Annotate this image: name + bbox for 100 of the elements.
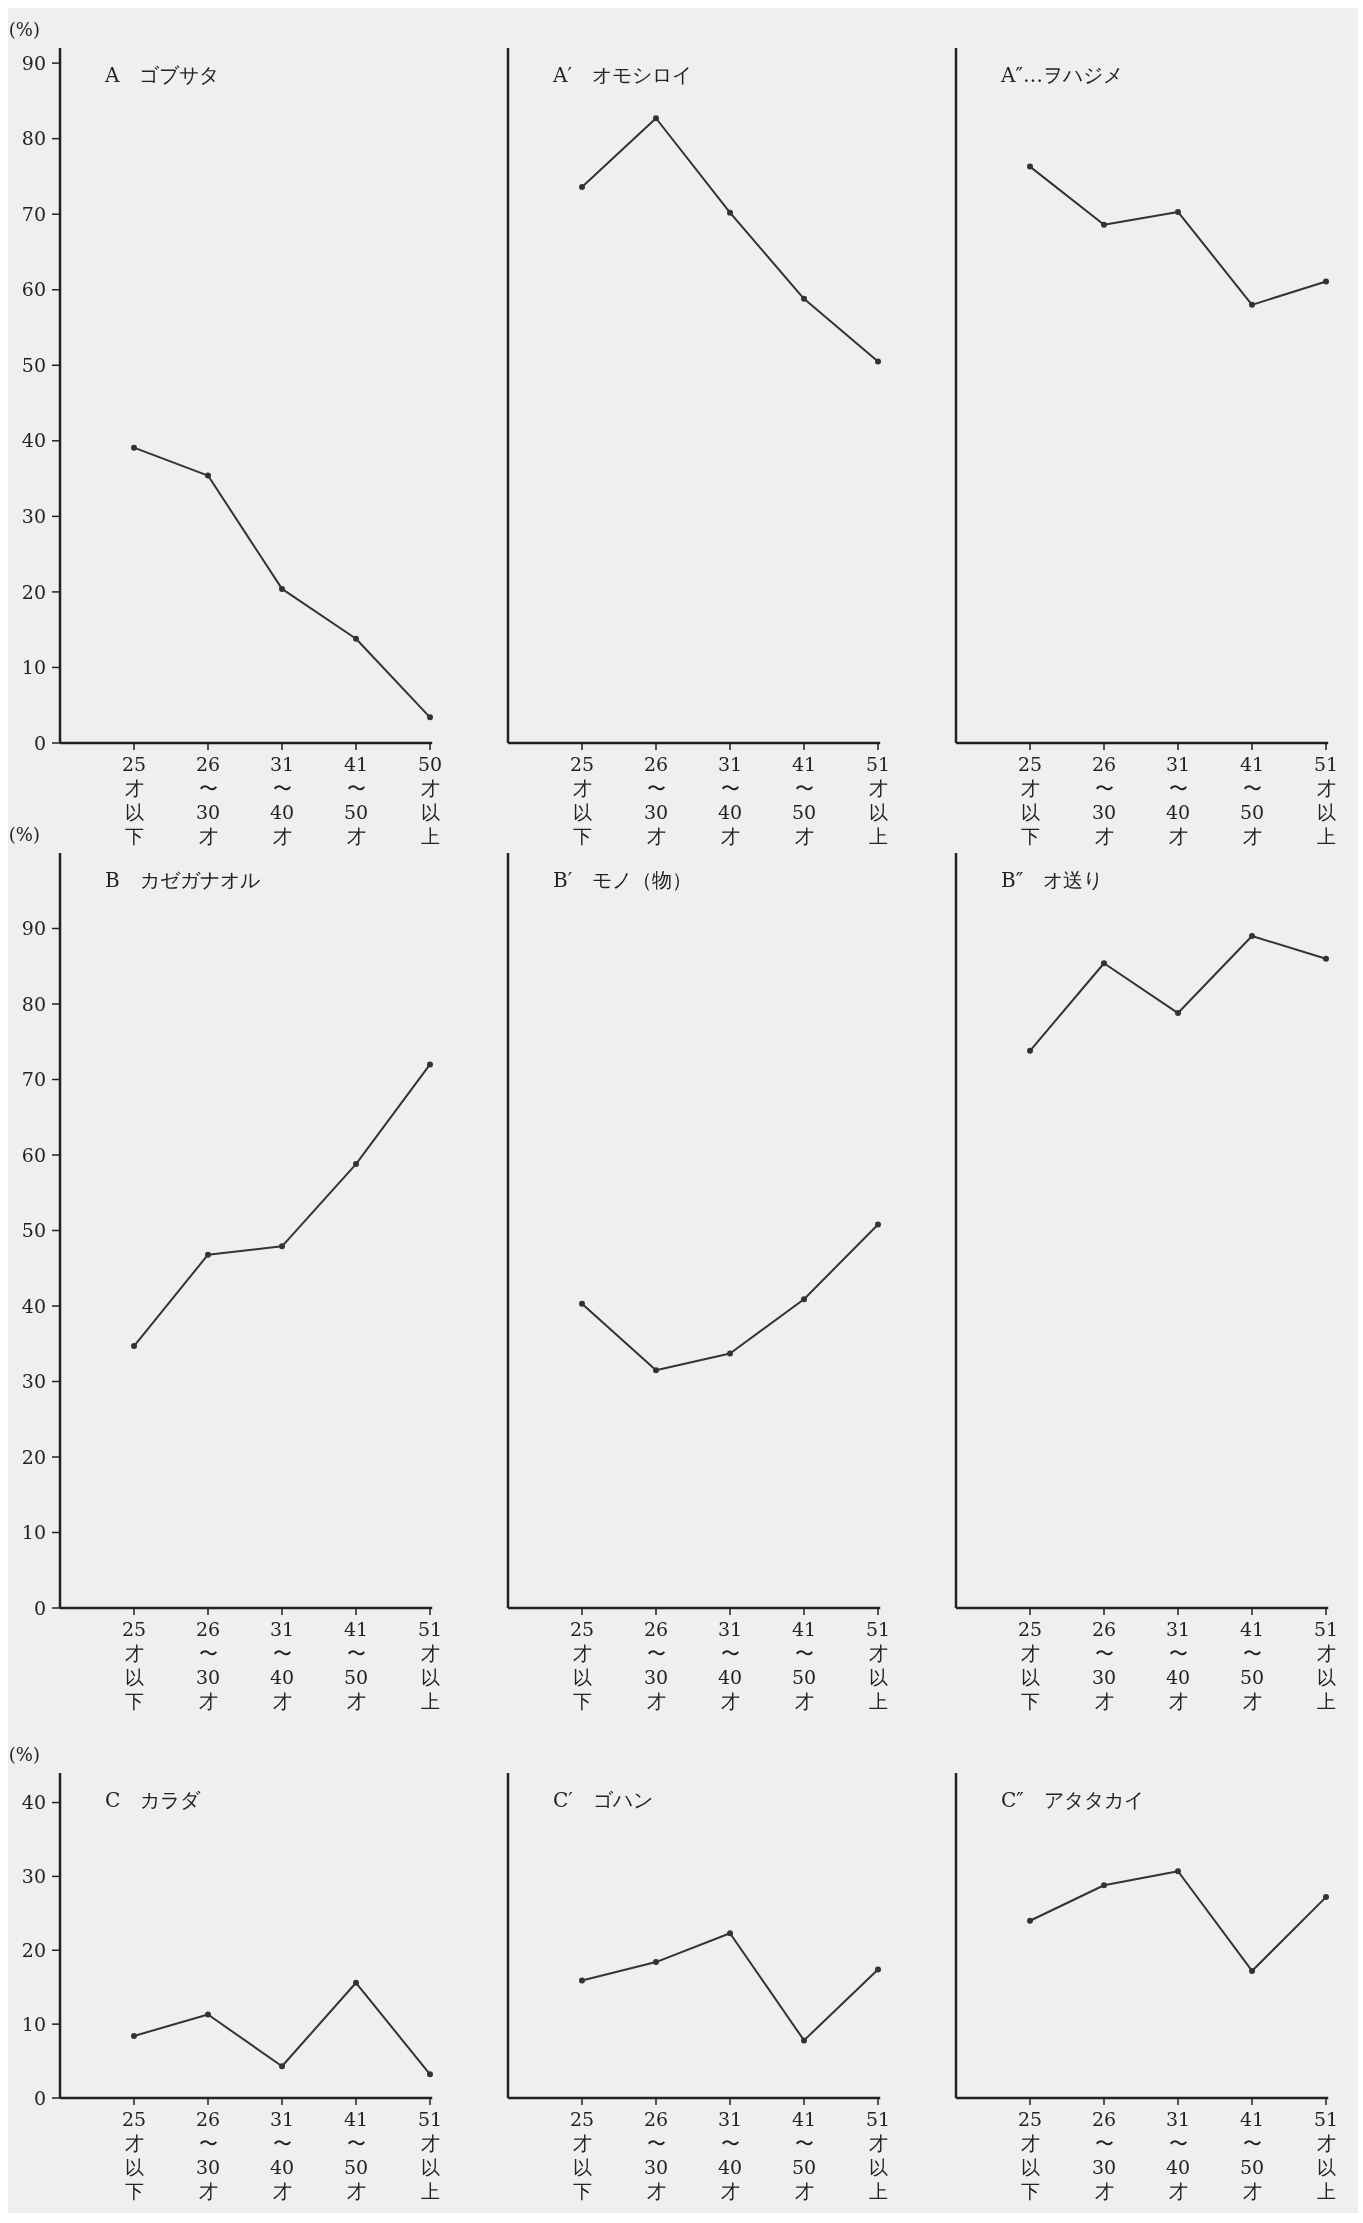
y-tick-label: 20 bbox=[21, 1938, 46, 1961]
point bbox=[801, 295, 807, 302]
text: C′ ゴハン bbox=[553, 1788, 653, 1812]
x-tick-label: 31〜40才 bbox=[1165, 2108, 1191, 2202]
x-tick-label: 41〜50才 bbox=[343, 1618, 369, 1712]
x-tick-label: 31〜40才 bbox=[717, 1618, 743, 1712]
point bbox=[205, 1251, 211, 1258]
y-tick-label: 0 bbox=[33, 731, 46, 754]
x-tick-label: 25才以下 bbox=[1017, 1618, 1043, 1712]
x-tick-label: 25才以下 bbox=[1017, 753, 1043, 847]
point bbox=[875, 1966, 881, 1973]
x-tick-label: 51才以上 bbox=[417, 2108, 443, 2202]
point bbox=[279, 585, 285, 592]
y-tick-label: 30 bbox=[21, 505, 46, 528]
point bbox=[1101, 960, 1107, 967]
point bbox=[205, 2011, 211, 2018]
point bbox=[579, 184, 585, 190]
x-tick-label: 51才以上 bbox=[1313, 1618, 1339, 1712]
y-axis-title: (%) bbox=[8, 19, 40, 40]
text: C″ アタタカイ bbox=[1001, 1788, 1144, 1812]
point bbox=[353, 1161, 359, 1168]
point bbox=[801, 2037, 807, 2044]
text: B″ オ送り bbox=[1001, 868, 1104, 892]
y-axis-title: (%) bbox=[8, 824, 40, 845]
point bbox=[427, 2071, 433, 2078]
x-tick-label: 51才以上 bbox=[1313, 753, 1339, 847]
x-tick-label: 26〜30才 bbox=[1091, 2108, 1117, 2202]
x-tick-label: 41〜50才 bbox=[791, 753, 817, 847]
x-tick-label: 31〜40才 bbox=[717, 753, 743, 847]
text: A″…ヲハジメ bbox=[1000, 63, 1123, 87]
x-tick-label: 51才以上 bbox=[865, 753, 891, 847]
x-tick-label: 41〜50才 bbox=[1239, 753, 1265, 847]
point bbox=[1323, 955, 1329, 962]
x-tick-label: 51才以上 bbox=[865, 1618, 891, 1712]
x-tick-label: 31〜40才 bbox=[269, 753, 295, 847]
x-tick-label: 41〜50才 bbox=[1239, 1618, 1265, 1712]
x-tick-label: 25才以下 bbox=[121, 2108, 147, 2202]
y-tick-label: 80 bbox=[21, 992, 46, 1015]
point bbox=[1249, 1967, 1255, 1974]
x-tick-label: 31〜40才 bbox=[1165, 1618, 1191, 1712]
point bbox=[653, 115, 659, 122]
x-tick-label: 26〜30才 bbox=[1091, 1618, 1117, 1712]
x-tick-label: 41〜50才 bbox=[1239, 2108, 1265, 2202]
x-tick-label: 26〜30才 bbox=[643, 2108, 669, 2202]
point bbox=[727, 1350, 733, 1357]
y-tick-label: 0 bbox=[33, 2086, 46, 2109]
point bbox=[1323, 1894, 1329, 1901]
x-tick-label: 50才以上 bbox=[417, 753, 443, 847]
x-tick-label: 51才以上 bbox=[1313, 2108, 1339, 2202]
x-tick-label: 26〜30才 bbox=[643, 753, 669, 847]
point bbox=[131, 1343, 137, 1350]
y-tick-label: 20 bbox=[21, 580, 46, 603]
x-tick-label: 26〜30才 bbox=[195, 753, 221, 847]
y-tick-label: 40 bbox=[21, 1294, 46, 1317]
x-tick-label: 31〜40才 bbox=[269, 2108, 295, 2202]
y-tick-label: 10 bbox=[21, 2012, 46, 2035]
text: A ゴブサタ bbox=[104, 63, 220, 87]
x-tick-label: 25才以下 bbox=[1017, 2108, 1043, 2202]
point bbox=[653, 1367, 659, 1374]
x-tick-label: 41〜50才 bbox=[791, 2108, 817, 2202]
y-tick-label: 20 bbox=[21, 1445, 46, 1468]
point bbox=[801, 1296, 807, 1303]
point bbox=[279, 1243, 285, 1250]
x-tick-label: 31〜40才 bbox=[717, 2108, 743, 2202]
text: B′ モノ（物） bbox=[553, 868, 693, 892]
x-tick-label: 25才以下 bbox=[121, 753, 147, 847]
x-tick-label: 26〜30才 bbox=[643, 1618, 669, 1712]
point bbox=[727, 209, 733, 216]
point bbox=[1101, 1882, 1107, 1889]
point bbox=[875, 358, 881, 365]
point bbox=[653, 1959, 659, 1966]
y-tick-label: 40 bbox=[21, 429, 46, 452]
y-tick-label: 90 bbox=[21, 51, 46, 74]
point bbox=[1027, 1047, 1033, 1054]
y-tick-label: 60 bbox=[21, 278, 46, 301]
point bbox=[131, 2032, 137, 2039]
y-tick-label: 50 bbox=[21, 353, 46, 376]
point bbox=[1249, 933, 1255, 940]
y-tick-label: 30 bbox=[21, 1370, 46, 1393]
point bbox=[727, 1930, 733, 1937]
x-tick-label: 51才以上 bbox=[865, 2108, 891, 2202]
y-tick-label: 70 bbox=[21, 202, 46, 225]
text: B カゼガナオル bbox=[105, 868, 260, 892]
y-tick-label: 80 bbox=[21, 127, 46, 150]
x-tick-label: 41〜50才 bbox=[343, 2108, 369, 2202]
x-tick-label: 41〜50才 bbox=[791, 1618, 817, 1712]
y-axis-title: (%) bbox=[8, 1744, 40, 1765]
point bbox=[353, 1979, 359, 1986]
point bbox=[1175, 1010, 1181, 1017]
point bbox=[427, 714, 433, 721]
x-tick-label: 31〜40才 bbox=[1165, 753, 1191, 847]
x-tick-label: 26〜30才 bbox=[195, 2108, 221, 2202]
x-tick-label: 26〜30才 bbox=[1091, 753, 1117, 847]
point bbox=[579, 1977, 585, 1984]
point bbox=[579, 1300, 585, 1307]
text: A′ オモシロイ bbox=[552, 63, 692, 87]
y-tick-label: 60 bbox=[21, 1143, 46, 1166]
point bbox=[1027, 163, 1033, 170]
point bbox=[353, 635, 359, 642]
y-tick-label: 0 bbox=[33, 1596, 46, 1619]
